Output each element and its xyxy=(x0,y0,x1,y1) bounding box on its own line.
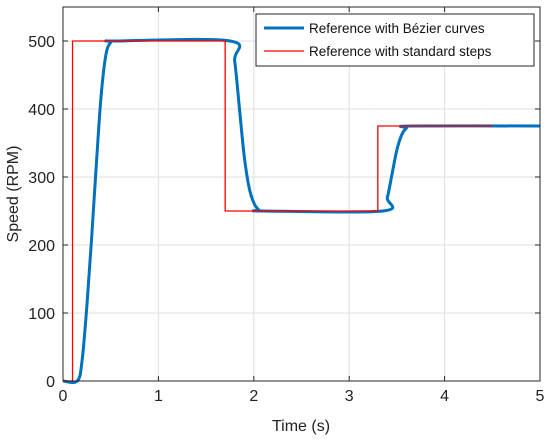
y-tick-label: 100 xyxy=(28,306,55,323)
legend: Reference with Bézier curves Reference wi… xyxy=(255,13,535,67)
x-tick-label: 1 xyxy=(154,388,163,405)
grid-lines xyxy=(62,7,541,382)
y-tick-label: 0 xyxy=(46,374,55,391)
y-axis-title: Speed (RPM) xyxy=(5,146,22,243)
step-reference-line xyxy=(63,40,493,382)
x-tick-label: 3 xyxy=(345,388,354,405)
x-tick-label: 5 xyxy=(536,388,545,405)
plot-series xyxy=(62,37,541,384)
plot-frame xyxy=(62,6,541,382)
legend-label: Reference with standard steps xyxy=(309,44,492,59)
x-tick-label: 0 xyxy=(59,388,68,405)
x-axis-title: Time (s) xyxy=(272,418,330,435)
bezier-reference-line xyxy=(62,37,541,384)
y-tick-label: 400 xyxy=(28,102,55,119)
x-tick-label: 2 xyxy=(249,388,258,405)
plot-background xyxy=(63,7,540,381)
legend-box xyxy=(255,13,535,67)
x-tick-label: 4 xyxy=(440,388,449,405)
y-tick-label: 500 xyxy=(28,34,55,51)
axis-ticks: 0 1 2 3 4 5 0 100 200 300 400 500 xyxy=(28,7,545,405)
legend-label: Reference with Bézier curves xyxy=(309,21,485,36)
y-tick-label: 300 xyxy=(28,170,55,187)
y-tick-label: 200 xyxy=(28,238,55,255)
